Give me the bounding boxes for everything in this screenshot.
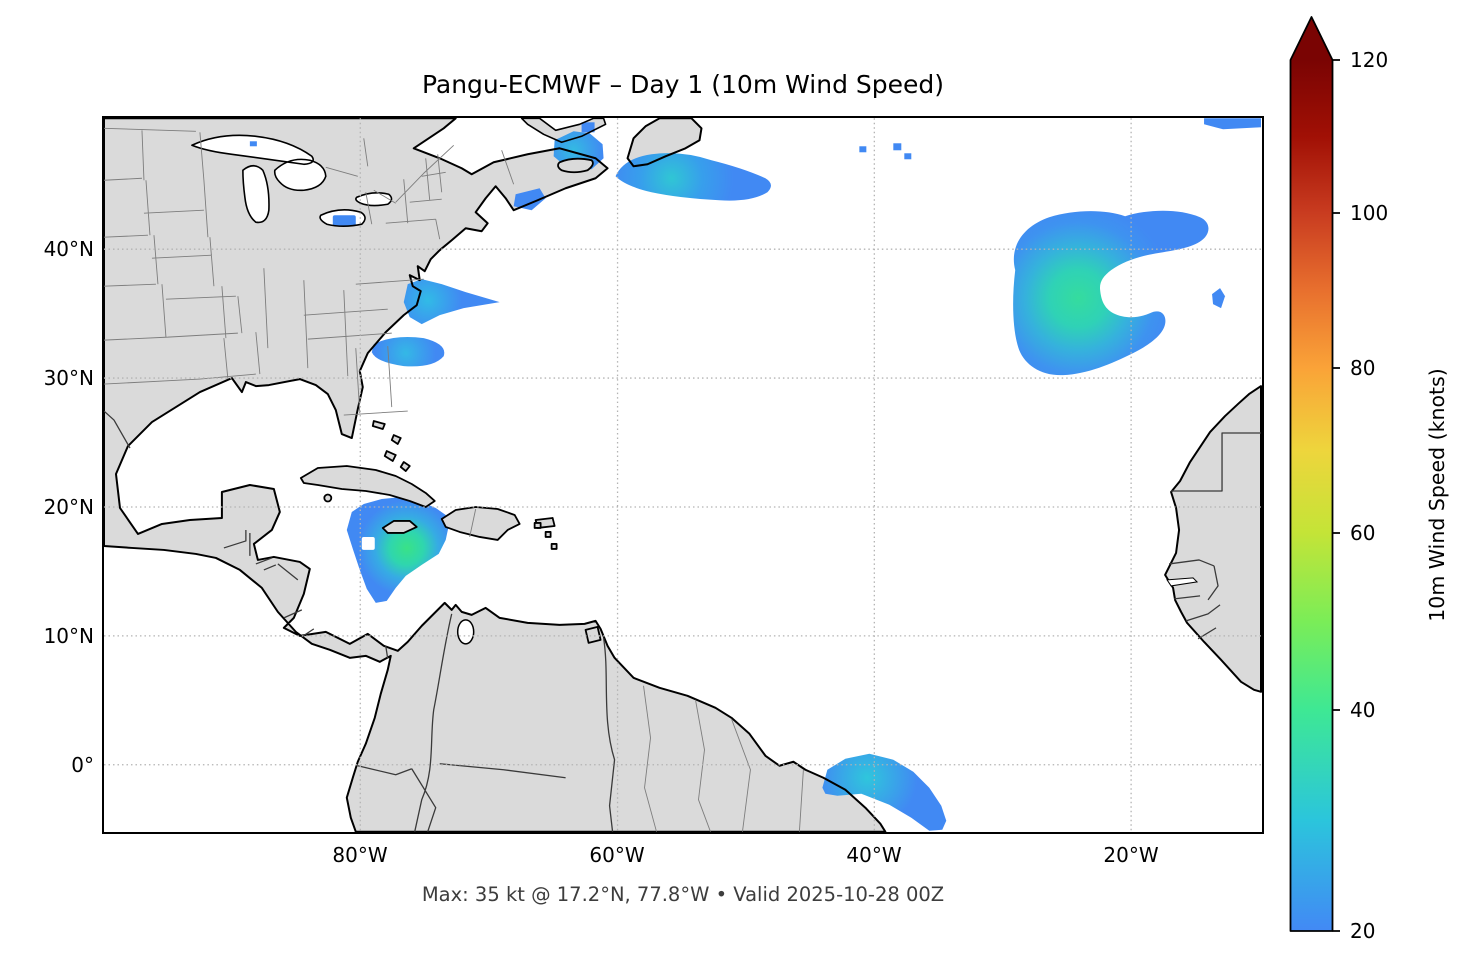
wind-blob-top-right-streak	[1204, 118, 1262, 130]
wind-blob-nova-scotia-east	[615, 153, 771, 201]
cbar-tick-40: 40	[1350, 698, 1376, 722]
lon-tick-20w: 20°W	[1103, 843, 1159, 867]
cbar-tick-60: 60	[1350, 521, 1376, 545]
lake-maracaibo	[456, 619, 475, 645]
lat-tick-0: 0°	[71, 753, 94, 777]
country-borders	[104, 410, 1262, 832]
lat-tick-30n: 30°N	[43, 366, 94, 390]
map-canvas	[104, 118, 1262, 832]
gridlines-layer	[104, 118, 1262, 832]
lat-tick-20n: 20°N	[43, 495, 94, 519]
wind-speck-superior	[249, 141, 257, 147]
wind-blob-jamaica	[346, 496, 449, 603]
islands-layer	[299, 157, 602, 644]
cbar-tick-20: 20	[1350, 919, 1376, 943]
lat-tick-10n: 10°N	[43, 624, 94, 648]
wind-field-layer	[249, 118, 1262, 831]
cbar-tick-80: 80	[1350, 356, 1376, 380]
colorbar-ticks	[1332, 59, 1340, 932]
max-valid-caption: Max: 35 kt @ 17.2°N, 77.8°W • Valid 2025…	[421, 883, 945, 906]
wind-blob-equatorial	[822, 753, 947, 831]
border-haiti-dr	[469, 508, 477, 538]
wind-speck-2	[893, 143, 902, 151]
lat-tick-40n: 40°N	[43, 237, 94, 261]
wind-blob-carolinas-oval	[371, 336, 445, 367]
islands-lesser-antilles	[533, 522, 558, 550]
island-isla-juventud	[323, 493, 333, 503]
state-borders	[104, 127, 804, 832]
island-jamaica	[381, 520, 418, 534]
wind-blob-south-of-nova-scotia	[513, 188, 546, 211]
wind-speck-3	[904, 153, 912, 160]
island-trinidad	[584, 625, 602, 644]
wind-blob-st-lawrence-arm	[581, 122, 595, 133]
islands-bahamas	[371, 420, 411, 472]
lon-tick-80w: 80°W	[332, 843, 388, 867]
island-hispaniola	[440, 506, 521, 541]
chart-title: Pangu-ECMWF – Day 1 (10m Wind Speed)	[421, 70, 945, 99]
cbar-tick-100: 100	[1350, 201, 1389, 225]
wind-blob-mid-atlantic-cyclone	[1013, 210, 1209, 376]
colorbar-bar	[1289, 16, 1334, 932]
colorbar	[1289, 16, 1340, 932]
wind-speck-1	[859, 146, 867, 153]
lon-tick-40w: 40°W	[846, 843, 902, 867]
lon-tick-60w: 60°W	[589, 843, 645, 867]
gambia-river-sliver	[1166, 577, 1199, 587]
map-axes	[102, 116, 1264, 834]
wind-blob-hatteras	[403, 279, 500, 325]
colorbar-label: 10m Wind Speed (knots)	[1425, 368, 1449, 622]
wind-hole-jamaica	[361, 536, 375, 550]
wind-speck-east-of-cyclone	[1212, 288, 1226, 309]
coastline-layer	[104, 118, 1262, 832]
wind-speck-lake-erie	[332, 215, 356, 227]
cbar-tick-120: 120	[1350, 48, 1389, 72]
island-pei	[557, 157, 594, 174]
island-cuba	[299, 465, 436, 508]
